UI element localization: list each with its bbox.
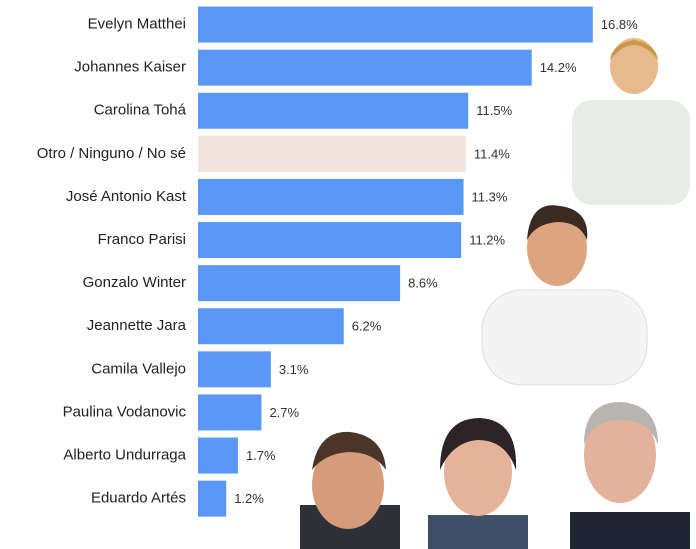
bar (198, 222, 462, 259)
value-label: 2.7% (269, 405, 299, 420)
category-label: Franco Parisi (98, 231, 186, 248)
bar (198, 437, 238, 474)
category-label: Eduardo Artés (91, 490, 186, 507)
value-label: 11.2% (469, 232, 505, 247)
photo-kaiser (481, 205, 648, 386)
value-label: 3.1% (279, 362, 309, 377)
value-label: 11.5% (476, 103, 512, 118)
photo-matthei (572, 38, 690, 205)
category-label: Camila Vallejo (91, 360, 186, 377)
bar (198, 480, 227, 517)
bar (198, 49, 532, 86)
category-label: Paulina Vodanovic (63, 403, 187, 420)
bar (198, 308, 344, 345)
value-label: 1.2% (234, 491, 264, 506)
candidate-photos (300, 38, 690, 549)
category-label: Gonzalo Winter (83, 274, 186, 291)
photo-vallejo (428, 418, 528, 549)
photo-kast (570, 402, 690, 549)
bar (198, 394, 262, 431)
bar (198, 135, 466, 172)
bar (198, 92, 469, 129)
value-label: 14.2% (540, 60, 577, 75)
category-label: Johannes Kaiser (74, 59, 186, 76)
photo-winter (300, 431, 400, 549)
bar (198, 178, 464, 215)
bar (198, 6, 593, 43)
value-label: 11.4% (474, 146, 510, 161)
plot-area: Evelyn Matthei 16.8% Johannes Kaiser 14.2% C… (37, 6, 638, 517)
bar (198, 351, 271, 388)
value-label: 8.6% (408, 276, 438, 291)
category-label: Jeannette Jara (87, 317, 187, 334)
bar (198, 265, 401, 302)
value-label: 6.2% (352, 319, 382, 334)
value-label: 16.8% (601, 17, 638, 32)
category-label: José Antonio Kast (66, 188, 187, 205)
category-label: Evelyn Matthei (88, 16, 186, 33)
category-label: Alberto Undurraga (63, 447, 186, 464)
category-label: Otro / Ninguno / No sé (37, 145, 186, 162)
value-label: 11.3% (472, 189, 508, 204)
category-label: Carolina Tohá (94, 102, 187, 119)
value-label: 1.7% (246, 448, 276, 463)
